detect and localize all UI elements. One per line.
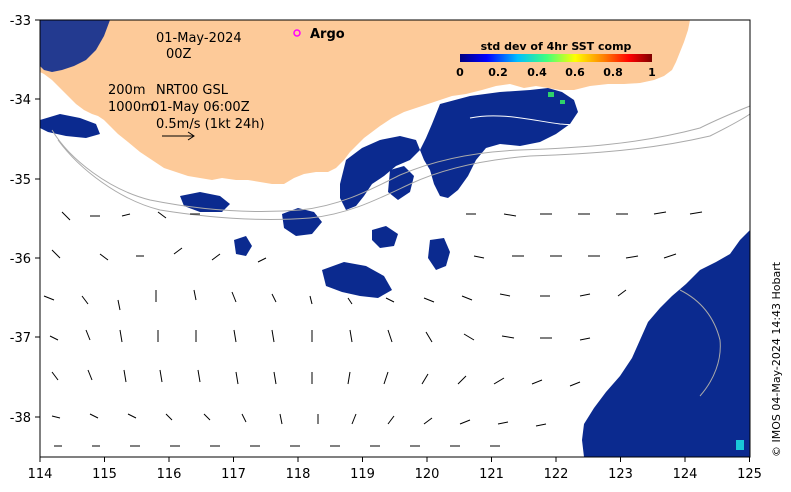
x-tick-120: 120 [415,467,440,482]
axis-tick-marks [35,19,750,462]
y-tick-minus33: -33 [10,14,31,29]
x-tick-123: 123 [608,467,633,482]
date-line-2: 00Z [166,47,192,62]
colorbar [460,54,652,62]
colorbar-tick-1: 1 [648,66,656,79]
product-label: NRT00 GSL [156,83,229,98]
y-tick-minus34: -34 [10,93,31,108]
x-tick-114: 114 [28,467,53,482]
colorbar-tick-0-6: 0.6 [565,66,585,79]
colorbar-tick-0-8: 0.8 [603,66,623,79]
sst-high-spots [548,92,744,450]
argo-label: Argo [310,27,345,42]
y-tick-minus36: -36 [10,252,31,267]
current-arrows [43,211,703,447]
scale-arrow [162,131,195,141]
x-tick-121: 121 [479,467,504,482]
isobath-contours [51,105,751,397]
contour-1000m-label: 1000m [108,100,154,115]
colorbar-tick-0-2: 0.2 [488,66,508,79]
x-tick-124: 124 [673,467,698,482]
colorbar-tick-0-4: 0.4 [527,66,547,79]
x-tick-116: 116 [157,467,182,482]
y-tick-minus35: -35 [10,173,31,188]
x-tick-125: 125 [737,467,762,482]
x-tick-117: 117 [221,467,246,482]
argo-marker [293,29,301,37]
x-tick-122: 122 [544,467,569,482]
y-tick-minus37: -37 [10,331,31,346]
current-track [469,115,641,128]
product-time: 01-May 06:00Z [151,100,250,115]
contour-200m-label: 200m [108,83,145,98]
colorbar-title: std dev of 4hr SST comp [481,40,632,53]
x-tick-115: 115 [92,467,117,482]
date-line-1: 01-May-2024 [156,31,242,46]
x-tick-118: 118 [286,467,311,482]
y-tick-minus38: -38 [10,411,31,426]
plot-frame [39,19,751,458]
credit-text: © IMOS 04-May-2024 14:43 Hobart [770,261,783,457]
sst-patches [40,20,750,457]
x-tick-119: 119 [350,467,375,482]
scale-label: 0.5m/s (1kt 24h) [156,117,265,132]
colorbar-tick-0: 0 [456,66,464,79]
